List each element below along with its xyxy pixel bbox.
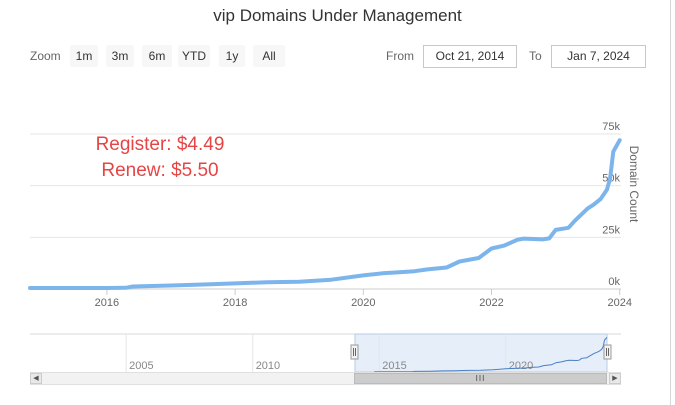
- x-tick-label: 2022: [479, 297, 503, 309]
- arrow-right-icon[interactable]: ▶: [609, 373, 621, 384]
- x-tick-label: 2024: [607, 297, 631, 309]
- to-date-input[interactable]: Jan 7, 2024: [551, 45, 646, 68]
- navigator-tick-label: 2010: [256, 360, 280, 372]
- navigator-right-handle[interactable]: [603, 344, 612, 360]
- from-date-input[interactable]: Oct 21, 2014: [423, 45, 517, 68]
- navigator-left-handle[interactable]: [350, 344, 359, 360]
- renew-price-annotation: Renew: $5.50: [101, 160, 219, 181]
- to-label: To: [529, 49, 542, 63]
- window-right-border: [670, 0, 671, 405]
- from-label: From: [386, 49, 414, 63]
- register-price-annotation: Register: $4.49: [95, 134, 225, 155]
- zoom-3m-button[interactable]: 3m: [106, 45, 134, 67]
- zoom-ytd-button[interactable]: YTD: [178, 45, 210, 67]
- navigator-series-line: [374, 337, 608, 373]
- series-line-domain-count: [28, 138, 622, 290]
- navigator-tick-label: 2015: [382, 360, 406, 372]
- zoom-all-button[interactable]: All: [253, 45, 285, 67]
- navigator-tick-label: 2005: [129, 360, 153, 372]
- zoom-6m-button[interactable]: 6m: [142, 45, 172, 67]
- x-tick-label: 2020: [351, 297, 375, 309]
- x-tick-label: 2016: [95, 297, 119, 309]
- x-tick-label: 2018: [223, 297, 247, 309]
- zoom-label: Zoom: [30, 49, 61, 63]
- y-tick-label: 0k: [608, 276, 620, 288]
- y-tick-label: 75k: [602, 121, 620, 133]
- y-tick-label: 25k: [602, 224, 620, 236]
- grip-icon: III: [475, 374, 486, 383]
- chart-title: vip Domains Under Management: [213, 6, 462, 25]
- navigator-tick-label: 2020: [509, 360, 533, 372]
- navigator-scrollbar-thumb[interactable]: III: [354, 373, 607, 384]
- zoom-1m-button[interactable]: 1m: [70, 45, 98, 67]
- y-axis-title: Domain Count: [627, 146, 641, 223]
- arrow-left-icon[interactable]: ◀: [30, 373, 42, 384]
- zoom-1y-button[interactable]: 1y: [219, 45, 245, 67]
